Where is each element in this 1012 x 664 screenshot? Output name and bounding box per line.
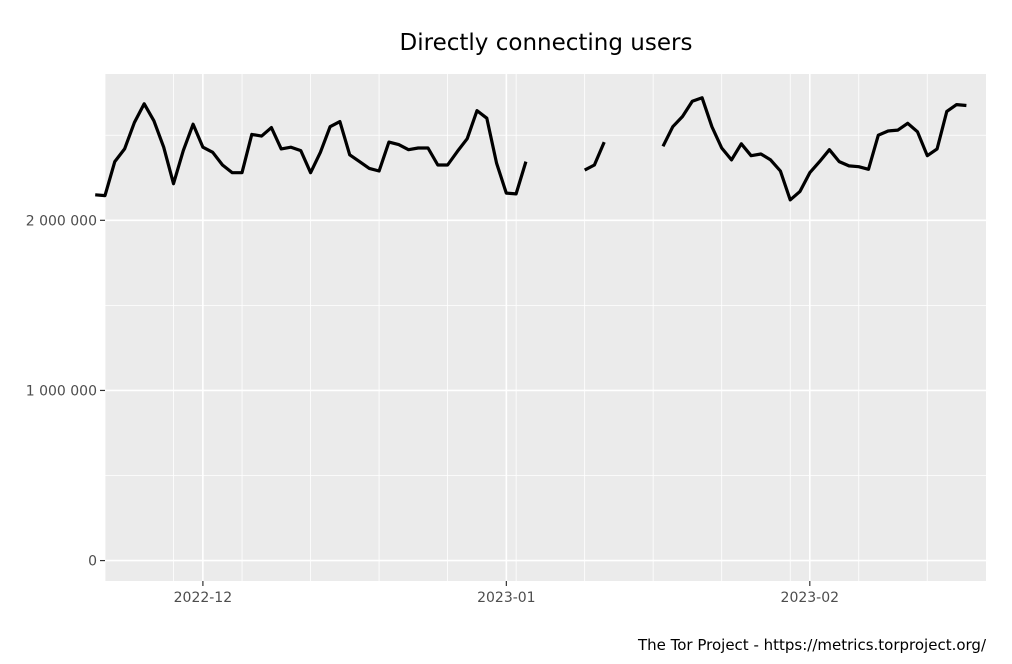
series-line-segment-1: [95, 102, 528, 198]
x-tick-label: 2023-02: [781, 590, 840, 606]
series-layer: [95, 96, 967, 202]
axis-layer: 0 1 000 000 2 000 000 2022-12 2023-01 2023-02: [26, 213, 839, 606]
plot-panel: [105, 74, 986, 581]
series-line-segment-2: [583, 141, 606, 172]
y-tick-label: 1 000 000: [26, 383, 97, 399]
x-tick-label: 2022-12: [174, 590, 233, 606]
chart-title: Directly connecting users: [400, 30, 693, 56]
y-tick-label: 2 000 000: [26, 213, 97, 229]
series-line-segment-3: [661, 96, 967, 202]
x-tick-label: 2023-01: [477, 590, 536, 606]
chart-caption: The Tor Project - https://metrics.torpro…: [637, 636, 987, 654]
y-tick-label: 0: [88, 554, 97, 570]
grid-lines: [104, 74, 986, 581]
